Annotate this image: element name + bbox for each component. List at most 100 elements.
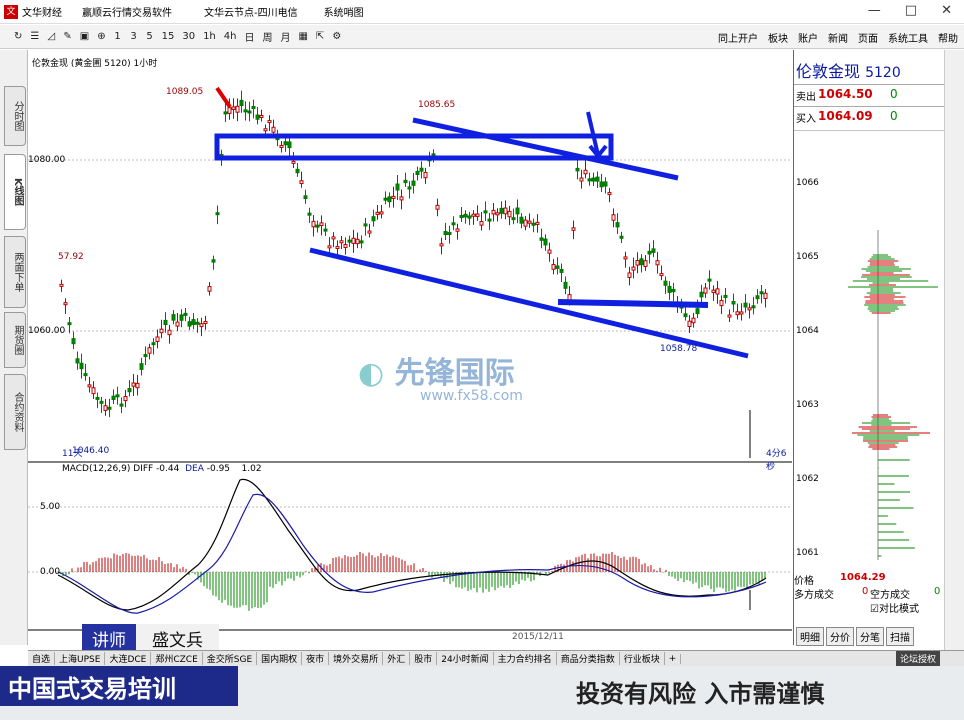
period-3[interactable]: 3 (130, 31, 137, 42)
tab-kline[interactable]: K线图 (4, 154, 26, 230)
market-tab[interactable]: 股市 (410, 652, 438, 665)
quote-title: 伦敦金现 5120 (796, 58, 901, 82)
market-tab[interactable]: 郑州CZCE (151, 652, 203, 665)
save-icon[interactable]: ▣ (79, 31, 90, 42)
refresh-icon[interactable]: ↻ (14, 31, 23, 42)
close-icon[interactable]: ✕ (941, 3, 952, 18)
market-tabs: 自选 上海UPSE 大连DCE 郑州CZCE 金交所SGE 国内期权 夜市 境外交易所 外汇 股市… (28, 650, 964, 666)
period-day[interactable]: 日 (244, 33, 255, 44)
candle (303, 195, 308, 200)
period-15[interactable]: 15 (161, 31, 175, 42)
tab-futures[interactable]: 期货圈 (4, 312, 26, 368)
title-item[interactable]: 文华云节点-四川电信 (204, 8, 298, 19)
market-tab[interactable]: 境外交易所 (329, 652, 384, 665)
menu-account[interactable]: 账户 (798, 34, 818, 45)
draw-icon[interactable]: ✎ (63, 31, 72, 42)
tab-tick[interactable]: 分笔 (856, 627, 884, 646)
candle (543, 238, 548, 246)
candle (195, 321, 200, 325)
candle (511, 217, 516, 221)
title-item[interactable]: 系统哨图 (323, 8, 364, 19)
tab-price[interactable]: 分价 (826, 627, 854, 646)
candle (455, 228, 460, 232)
price-value: 1064.29 (840, 572, 886, 583)
zoom-icon[interactable]: ⊕ (97, 31, 106, 42)
tab-timeshare[interactable]: 分时图 (4, 86, 26, 146)
candle (407, 186, 412, 190)
candle (551, 264, 556, 270)
market-tab[interactable]: 主力合约排名 (494, 652, 557, 665)
scrollbar[interactable] (944, 50, 964, 650)
minimize-icon[interactable]: — (867, 3, 881, 18)
market-tab[interactable]: 夜市 (302, 652, 330, 665)
candle (103, 405, 108, 411)
tab-contract[interactable]: 合约资料 (4, 374, 26, 450)
dea-value: -0.95 (206, 464, 231, 474)
label-high: 1089.05 (166, 87, 204, 97)
menu-sector[interactable]: 板块 (768, 34, 788, 45)
candle (75, 358, 80, 364)
menu-news[interactable]: 新闻 (828, 34, 848, 45)
menu-open-account[interactable]: 同上开户 (718, 34, 758, 45)
market-tab[interactable]: 国内期权 (257, 652, 303, 665)
candle (607, 192, 612, 196)
candle (211, 259, 216, 263)
period-1[interactable]: 1 (114, 31, 121, 42)
chart-icon[interactable]: ◿ (47, 31, 56, 42)
period-1h[interactable]: 1h (203, 31, 216, 42)
menu-tools[interactable]: 系统工具 (888, 34, 928, 45)
candle (603, 181, 608, 187)
candle (79, 362, 84, 370)
tab-detail[interactable]: 明细 (796, 627, 824, 646)
title-item[interactable]: 赢顺云行情交易软件 (82, 8, 172, 19)
indicator-icon[interactable]: ▦ (298, 31, 308, 42)
candle (347, 239, 352, 243)
tick-1066: 1066 (796, 178, 819, 188)
candle (615, 222, 620, 228)
list-icon[interactable]: ☰ (30, 31, 40, 42)
candle (695, 308, 700, 315)
period-4h[interactable]: 4h (223, 31, 237, 42)
candle (595, 176, 600, 182)
candle (447, 231, 452, 235)
candle (703, 287, 708, 294)
tick-1065: 1065 (796, 252, 819, 262)
menu-page[interactable]: 页面 (858, 34, 878, 45)
label-57: 57.92 (58, 252, 84, 262)
market-tab[interactable]: 商品分类指数 (557, 652, 620, 665)
candle (663, 280, 668, 286)
period-month[interactable]: 月 (280, 33, 291, 44)
candle (203, 321, 208, 325)
candle (467, 215, 472, 219)
market-tab[interactable]: 外汇 (383, 652, 411, 665)
arrow-icon[interactable]: ⇱ (315, 31, 325, 42)
market-tab[interactable]: 24小时新闻 (437, 652, 494, 665)
market-tab[interactable]: 自选 (28, 652, 56, 665)
candle (59, 283, 64, 287)
footer-brand: 中国式交易培训 (0, 666, 238, 706)
compare-checkbox[interactable]: ☑ (870, 604, 879, 615)
maximize-icon[interactable]: □ (904, 3, 918, 18)
tab-scan[interactable]: 扫描 (886, 627, 914, 646)
kline-chart[interactable] (28, 50, 792, 645)
period-30[interactable]: 30 (182, 31, 196, 42)
tab-order[interactable]: 两面下单 (4, 236, 26, 308)
chart-area[interactable]: 伦敦金现 (黄金圃 5120) 1小时 1080.00 1060.00 5.00… (28, 50, 792, 645)
menu-help[interactable]: 帮助 (938, 34, 958, 45)
candle (475, 213, 480, 217)
market-tab[interactable]: 上海UPSE (55, 652, 106, 665)
date-label: 2015/12/11 (512, 632, 564, 642)
long-value: 0 (862, 586, 869, 597)
candle (163, 319, 168, 326)
candle (255, 114, 260, 120)
settings-icon[interactable]: ⚙ (332, 31, 342, 42)
market-tab[interactable]: 行业板块 (620, 652, 665, 665)
market-tab[interactable]: + (665, 653, 682, 664)
candle (483, 210, 488, 214)
period-5[interactable]: 5 (146, 31, 153, 42)
candle (279, 145, 284, 149)
period-week[interactable]: 周 (262, 33, 273, 44)
market-tab[interactable]: 大连DCE (105, 652, 152, 665)
market-tab[interactable]: 金交所SGE (203, 652, 258, 665)
forum-button[interactable]: 论坛授权 (895, 651, 940, 666)
